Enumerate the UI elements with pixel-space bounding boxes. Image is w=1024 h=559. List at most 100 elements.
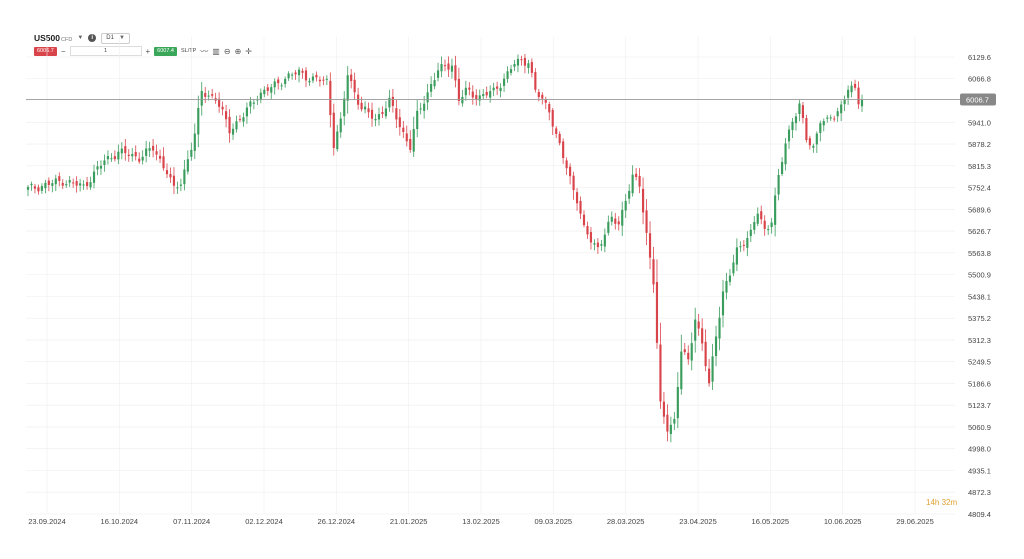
candle-body — [148, 148, 151, 151]
sl-tp-button[interactable]: SL/TP — [181, 48, 197, 54]
candle-body — [117, 151, 120, 160]
candle-body — [655, 281, 659, 343]
candle-body — [509, 69, 513, 73]
candle-body — [377, 114, 381, 120]
y-tick-label: 6129.6 — [968, 53, 991, 62]
candle-body — [218, 98, 221, 107]
candle-body — [714, 336, 718, 357]
candle-body — [381, 112, 384, 114]
candle-body — [614, 218, 617, 224]
candle-body — [350, 74, 353, 82]
info-icon[interactable]: i — [88, 34, 97, 42]
candle-body — [635, 173, 638, 178]
candle-body — [391, 96, 394, 106]
candle-body — [847, 89, 850, 98]
candle-body — [513, 63, 516, 67]
y-tick-label: 4998.0 — [968, 445, 991, 454]
sell-button[interactable]: 6006.7 — [34, 46, 57, 56]
candle-body — [284, 78, 287, 85]
chart-type-icon[interactable]: ▥ — [212, 46, 220, 56]
candle-body — [492, 87, 495, 91]
candle-body — [801, 105, 805, 119]
increase-quantity-button[interactable]: + — [145, 46, 151, 56]
candle-body — [85, 182, 89, 187]
candle-body — [482, 94, 485, 97]
candle-body — [857, 87, 860, 105]
chevron-down-icon[interactable]: ▼ — [77, 35, 84, 41]
zoom-out-icon[interactable]: ⊖ — [223, 46, 231, 56]
order-bar: 6006.7 − 1 + 6007.4 SL/TP 〰 ▥ ⊖ ⊕ ✛ — [34, 45, 252, 57]
candle-body — [645, 210, 648, 233]
candle-body — [464, 87, 467, 96]
candle-body — [374, 119, 377, 121]
candle-body — [673, 418, 676, 424]
candle-body — [666, 414, 669, 432]
y-tick-label: 5438.1 — [968, 292, 991, 301]
zoom-in-icon[interactable]: ⊕ — [234, 46, 242, 56]
candle-body — [169, 174, 172, 178]
candle-body — [641, 188, 645, 213]
x-tick-label: 28.03.2025 — [607, 517, 645, 526]
y-tick-label: 5249.5 — [968, 358, 991, 367]
candle-body — [548, 104, 551, 113]
candle-body — [718, 317, 721, 339]
candle-body — [499, 87, 502, 92]
candle-body — [242, 117, 245, 122]
candle-body — [485, 91, 488, 96]
candle-body — [68, 180, 71, 183]
candle-body — [308, 80, 311, 83]
candle-body — [47, 180, 50, 185]
candle-body — [165, 170, 169, 175]
candle-body — [770, 222, 773, 228]
candle-body — [224, 111, 228, 120]
candle-body — [190, 149, 193, 157]
candle-body — [586, 226, 589, 235]
candle-body — [336, 131, 339, 150]
crosshair-icon[interactable]: ✛ — [245, 46, 252, 56]
y-tick-label: 5312.3 — [968, 336, 991, 345]
candle-body — [92, 171, 96, 183]
candle-body — [690, 343, 693, 361]
candle-body — [221, 106, 224, 110]
chevron-down-icon: ▼ — [118, 34, 125, 41]
candle-body — [89, 182, 92, 188]
candle-body — [652, 259, 655, 285]
y-tick-label: 4935.1 — [968, 466, 991, 475]
candle-body — [245, 107, 249, 117]
x-tick-label: 10.06.2025 — [824, 517, 862, 526]
candle-body — [579, 200, 582, 214]
candle-body — [541, 94, 544, 99]
candle-body — [179, 184, 182, 186]
candle-body — [99, 165, 103, 169]
candle-body — [54, 178, 57, 185]
x-tick-label: 29.06.2025 — [896, 517, 934, 526]
candle-body — [746, 237, 749, 248]
candle-body — [37, 187, 40, 192]
candle-body — [569, 166, 572, 177]
x-tick-label: 26.12.2024 — [318, 517, 356, 526]
candle-body — [75, 181, 78, 186]
candle-body — [103, 160, 106, 166]
candle-body — [398, 117, 401, 128]
decrease-quantity-button[interactable]: − — [60, 46, 66, 56]
candle-body — [419, 108, 422, 110]
candle-body — [687, 352, 690, 360]
drawing-tool-icon[interactable]: 〰 — [200, 46, 209, 56]
x-tick-label: 07.11.2024 — [173, 517, 210, 526]
timeframe-selector[interactable]: D1 ▼ — [101, 32, 130, 44]
candle-body — [44, 182, 47, 189]
candle-body — [763, 220, 766, 229]
candle-body — [780, 161, 784, 174]
candle-body — [277, 79, 280, 84]
candle-body — [186, 159, 189, 172]
quantity-input[interactable]: 1 — [69, 46, 142, 56]
candle-body — [593, 243, 596, 245]
candle-body — [534, 72, 537, 90]
candle-body — [26, 187, 30, 190]
candle-body — [662, 401, 666, 417]
candle-body — [82, 184, 85, 186]
candle-body — [551, 110, 554, 127]
buy-button[interactable]: 6007.4 — [154, 46, 177, 56]
candle-body — [798, 103, 801, 114]
